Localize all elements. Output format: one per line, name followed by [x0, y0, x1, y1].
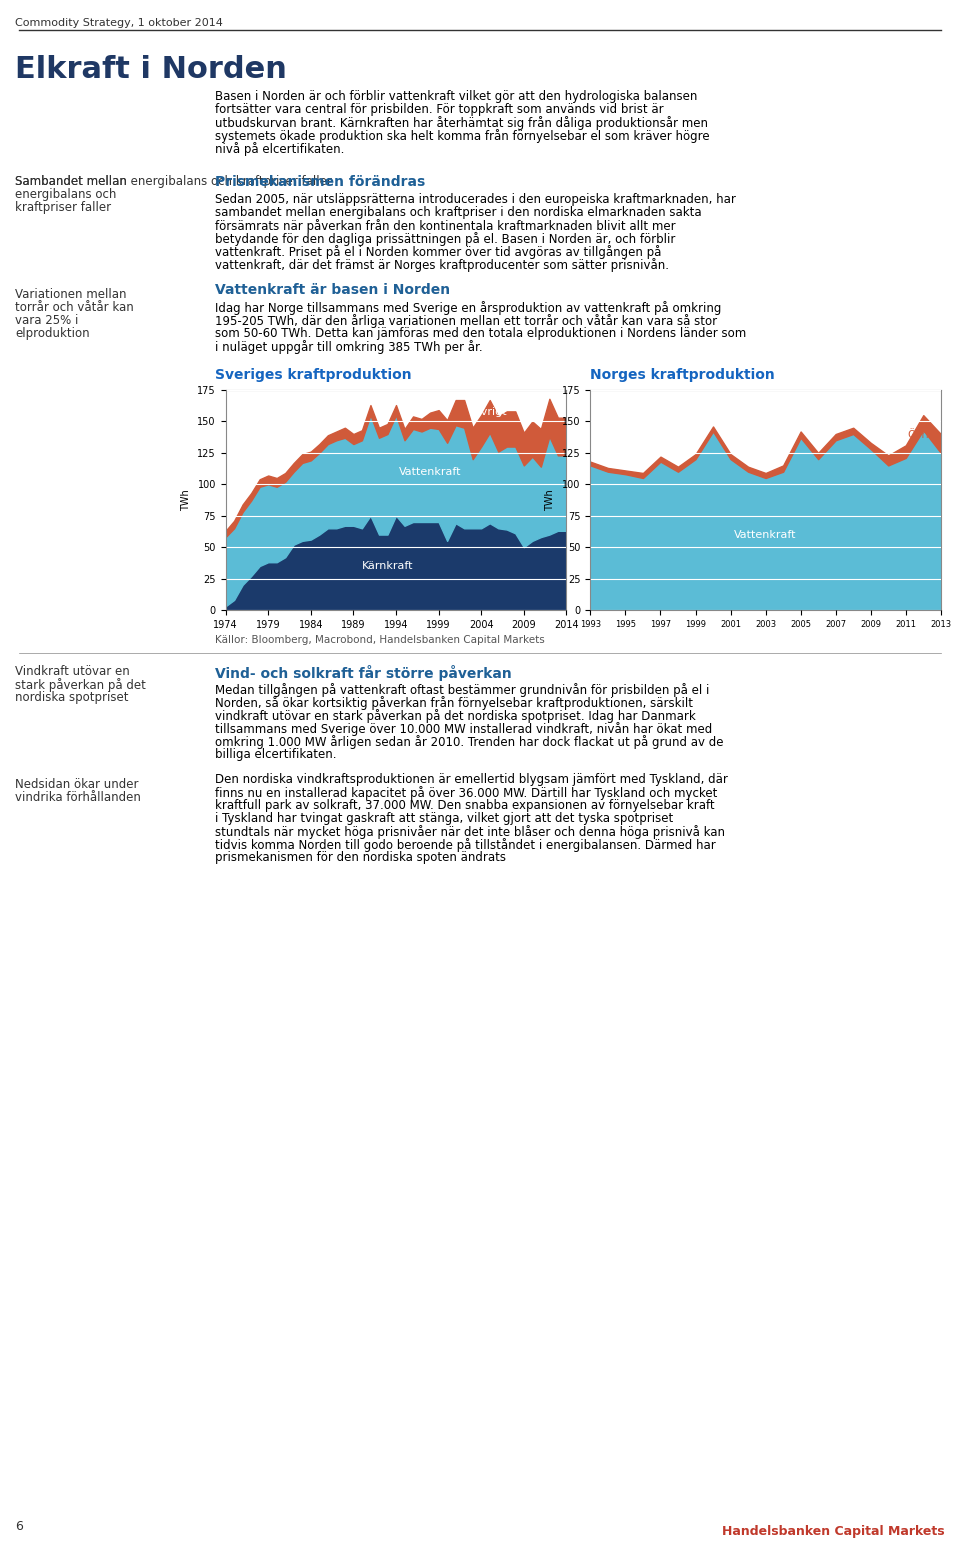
Text: Vattenkraft: Vattenkraft [398, 467, 462, 477]
Y-axis label: TWh: TWh [181, 490, 191, 511]
Text: som 50-60 TWh. Detta kan jämföras med den totala elproduktionen i Nordens länder: som 50-60 TWh. Detta kan jämföras med de… [215, 328, 746, 340]
Text: energibalans och: energibalans och [15, 188, 116, 201]
Text: Vattenkraft är basen i Norden: Vattenkraft är basen i Norden [215, 283, 450, 297]
Text: Övrigt: Övrigt [472, 405, 507, 417]
Text: Handelsbanken Capital Markets: Handelsbanken Capital Markets [722, 1525, 945, 1537]
Text: nivå på elcertifikaten.: nivå på elcertifikaten. [215, 142, 345, 156]
Text: nordiska spotpriset: nordiska spotpriset [15, 691, 129, 705]
Text: Källor: Bloomberg, Macrobond, Handelsbanken Capital Markets: Källor: Bloomberg, Macrobond, Handelsban… [215, 635, 544, 644]
Text: elproduktion: elproduktion [15, 328, 89, 340]
Text: Sveriges kraftproduktion: Sveriges kraftproduktion [215, 368, 412, 382]
Text: Sambandet mellan energibalans och kraftpriser faller: Sambandet mellan energibalans och kraftp… [15, 175, 332, 188]
Text: prismekanismen för den nordiska spoten ändrats: prismekanismen för den nordiska spoten ä… [215, 851, 506, 864]
Text: Övrigt: Övrigt [907, 428, 940, 440]
Text: Idag har Norge tillsammans med Sverige en årsproduktion av vattenkraft på omkrin: Idag har Norge tillsammans med Sverige e… [215, 301, 721, 315]
Text: Commodity Strategy, 1 oktober 2014: Commodity Strategy, 1 oktober 2014 [15, 19, 223, 28]
Text: Kärnkraft: Kärnkraft [362, 561, 413, 572]
Text: Elkraft i Norden: Elkraft i Norden [15, 56, 287, 83]
Text: systemets ökade produktion ska helt komma från förnyelsebar el som kräver högre: systemets ökade produktion ska helt komm… [215, 128, 709, 144]
Text: betydande för den dagliga prissättningen på el. Basen i Norden är, och förblir: betydande för den dagliga prissättningen… [215, 232, 676, 246]
Text: utbudskurvan brant. Kärnkraften har återhämtat sig från dåliga produktionsår men: utbudskurvan brant. Kärnkraften har åter… [215, 116, 708, 130]
Text: Vindkraft utövar en: Vindkraft utövar en [15, 664, 130, 678]
Text: Norden, så ökar kortsiktig påverkan från förnyelsebar kraftproduktionen, särskil: Norden, så ökar kortsiktig påverkan från… [215, 695, 693, 711]
Text: Sambandet mellan: Sambandet mellan [15, 175, 127, 188]
Text: torrår och våtår kan: torrår och våtår kan [15, 301, 133, 314]
Text: finns nu en installerad kapacitet på över 36.000 MW. Därtill har Tyskland och my: finns nu en installerad kapacitet på öve… [215, 786, 717, 800]
Text: 195-205 TWh, där den årliga variationen mellan ett torrår och våtår kan vara så : 195-205 TWh, där den årliga variationen … [215, 314, 717, 328]
Text: 6: 6 [15, 1520, 23, 1533]
Text: omkring 1.000 MW årligen sedan år 2010. Trenden har dock flackat ut på grund av : omkring 1.000 MW årligen sedan år 2010. … [215, 735, 724, 749]
Text: tidvis komma Norden till godo beroende på tillståndet i energibalansen. Därmed h: tidvis komma Norden till godo beroende p… [215, 837, 716, 851]
Text: vara 25% i: vara 25% i [15, 314, 79, 328]
Text: i Tyskland har tvingat gaskraft att stänga, vilket gjort att det tyska spotprise: i Tyskland har tvingat gaskraft att stän… [215, 813, 673, 825]
Text: vattenkraft. Priset på el i Norden kommer över tid avgöras av tillgången på: vattenkraft. Priset på el i Norden komme… [215, 246, 661, 260]
Text: fortsätter vara central för prisbilden. För toppkraft som används vid brist är: fortsätter vara central för prisbilden. … [215, 104, 663, 116]
Text: försämrats när påverkan från den kontinentala kraftmarknaden blivit allt mer: försämrats när påverkan från den kontine… [215, 219, 676, 233]
Text: Prismekanismen förändras: Prismekanismen förändras [215, 175, 425, 188]
Text: billiga elcertifikaten.: billiga elcertifikaten. [215, 748, 337, 762]
Text: stark påverkan på det: stark påverkan på det [15, 678, 146, 692]
Text: stundtals när mycket höga prisnivåer när det inte blåser och denna höga prisnivå: stundtals när mycket höga prisnivåer när… [215, 825, 725, 839]
Text: Sedan 2005, när utsläppsrätterna introducerades i den europeiska kraftmarknaden,: Sedan 2005, när utsläppsrätterna introdu… [215, 193, 736, 205]
Text: i nuläget uppgår till omkring 385 TWh per år.: i nuläget uppgår till omkring 385 TWh pe… [215, 340, 483, 354]
Text: kraftpriser faller: kraftpriser faller [15, 201, 111, 215]
Text: Norges kraftproduktion: Norges kraftproduktion [590, 368, 775, 382]
Text: kraftfull park av solkraft, 37.000 MW. Den snabba expansionen av förnyelsebar kr: kraftfull park av solkraft, 37.000 MW. D… [215, 799, 714, 813]
Text: Nedsidan ökar under: Nedsidan ökar under [15, 779, 138, 791]
Text: sambandet mellan energibalans och kraftpriser i den nordiska elmarknaden sakta: sambandet mellan energibalans och kraftp… [215, 205, 702, 219]
Y-axis label: TWh: TWh [545, 490, 555, 511]
Text: vindrika förhållanden: vindrika förhållanden [15, 791, 141, 803]
Text: vattenkraft, där det främst är Norges kraftproducenter som sätter prisnivån.: vattenkraft, där det främst är Norges kr… [215, 258, 669, 272]
Text: Variationen mellan: Variationen mellan [15, 287, 127, 301]
Text: Basen i Norden är och förblir vattenkraft vilket gör att den hydrologiska balans: Basen i Norden är och förblir vattenkraf… [215, 90, 697, 104]
Text: vindkraft utövar en stark påverkan på det nordiska spotpriset. Idag har Danmark: vindkraft utövar en stark påverkan på de… [215, 709, 696, 723]
Text: Medan tillgången på vattenkraft oftast bestämmer grundnivån för prisbilden på el: Medan tillgången på vattenkraft oftast b… [215, 683, 709, 697]
Text: Den nordiska vindkraftsproduktionen är emellertid blygsam jämfört med Tyskland, : Den nordiska vindkraftsproduktionen är e… [215, 772, 728, 786]
Text: tillsammans med Sverige över 10.000 MW installerad vindkraft, nivån har ökat med: tillsammans med Sverige över 10.000 MW i… [215, 722, 712, 735]
Text: Vind- och solkraft får större påverkan: Vind- och solkraft får större påverkan [215, 664, 512, 681]
Text: Vattenkraft: Vattenkraft [734, 530, 797, 539]
